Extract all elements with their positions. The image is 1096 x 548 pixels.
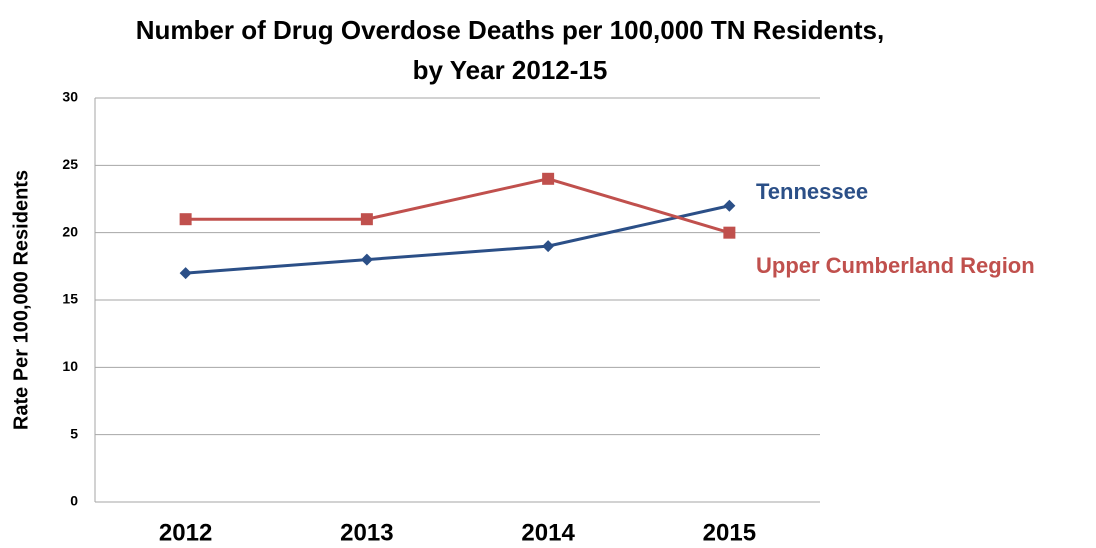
y-tick-label: 5 [70,425,78,441]
marker [179,213,192,226]
marker [723,199,736,212]
marker [360,213,373,226]
x-tick-label: 2013 [340,519,393,546]
y-axis-title: Rate Per 100,000 Residents [10,170,32,430]
y-tick-label: 30 [62,89,78,105]
x-tick-label: 2015 [703,519,756,546]
y-tick-label: 0 [70,493,78,509]
series-line [185,204,730,275]
legend-label: Tennessee [756,179,868,204]
marker [542,240,555,253]
x-tick-label: 2012 [159,519,212,546]
legend-label: Upper Cumberland Region [756,253,1035,278]
y-tick-label: 25 [62,156,78,172]
marker [542,172,555,185]
y-tick-label: 20 [62,223,78,239]
chart-title: Number of Drug Overdose Deaths per 100,0… [136,15,884,45]
marker [723,226,736,239]
y-tick-label: 10 [62,358,78,374]
series-line [185,177,730,235]
marker [360,253,373,266]
chart-title: by Year 2012-15 [413,55,608,85]
y-tick-label: 15 [62,291,78,307]
x-tick-label: 2014 [521,519,575,546]
marker [179,267,192,280]
